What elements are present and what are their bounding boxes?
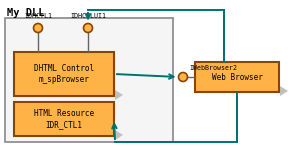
Text: IWebBrowser2: IWebBrowser2 bbox=[189, 66, 237, 72]
Circle shape bbox=[84, 24, 93, 33]
Text: HTML Resource
IDR_CTL1: HTML Resource IDR_CTL1 bbox=[34, 109, 94, 129]
Bar bbox=[195, 62, 279, 92]
Polygon shape bbox=[115, 130, 123, 140]
Text: My DLL: My DLL bbox=[7, 8, 45, 18]
Circle shape bbox=[33, 24, 42, 33]
Text: Web Browser: Web Browser bbox=[212, 72, 262, 81]
Text: IDHCTLUI1: IDHCTLUI1 bbox=[70, 13, 106, 19]
Polygon shape bbox=[115, 90, 123, 100]
Text: DHTML Control
m_spBrowser: DHTML Control m_spBrowser bbox=[34, 64, 94, 84]
Bar bbox=[14, 52, 114, 96]
Polygon shape bbox=[280, 86, 288, 96]
Bar bbox=[14, 102, 114, 136]
Bar bbox=[5, 18, 173, 142]
Text: IDHCTL1: IDHCTL1 bbox=[24, 13, 52, 19]
Circle shape bbox=[178, 72, 187, 81]
